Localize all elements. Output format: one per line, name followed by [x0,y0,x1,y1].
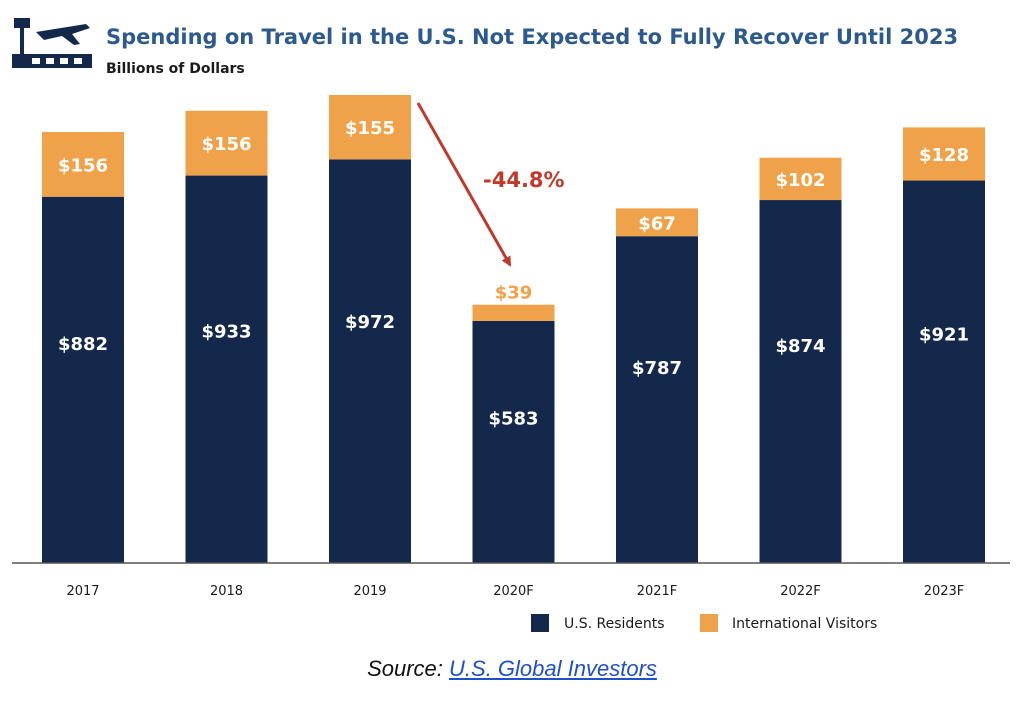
label-international-visitors-2018: $156 [201,134,251,155]
chart-subtitle: Billions of Dollars [106,61,245,77]
x-tick-2022F: 2022F [780,584,821,599]
label-us-residents-2021F: $787 [632,358,682,379]
bars-layer: $882 $156 $933 $156 $972 $155 $583 $39 $787 $67 $8… [42,95,985,563]
label-us-residents-2023F: $921 [919,325,969,346]
label-international-visitors-2022F: $102 [775,170,825,191]
source-link[interactable]: U.S. Global Investors [449,656,657,681]
label-international-visitors-2020F: $39 [495,283,533,304]
bar-us-residents-2022F [759,200,842,563]
bar-international-visitors-2021F [616,208,698,237]
label-international-visitors-2017: $156 [58,155,108,176]
legend-swatch-us-residents [531,614,549,632]
bar-international-visitors-2018 [185,110,268,176]
x-tick-2017: 2017 [66,584,99,599]
bar-us-residents-2020F [472,320,555,563]
bar-international-visitors-2022F [759,157,842,201]
bar-international-visitors-2017 [42,131,124,197]
label-us-residents-2019: $972 [345,312,395,333]
legend: U.S. Residents International Visitors [531,614,877,632]
chart-title: Spending on Travel in the U.S. Not Expec… [106,25,958,49]
source-prefix: Source: [367,656,443,681]
legend-label-us-residents: U.S. Residents [564,616,665,632]
bar-international-visitors-2023F [903,127,985,181]
bar-international-visitors-2019 [329,95,411,160]
label-us-residents-2022F: $874 [775,336,825,357]
airport-icon [12,18,92,68]
x-tick-2023F: 2023F [924,584,965,599]
label-international-visitors-2019: $155 [345,118,395,139]
ticks-layer: 2017 2018 2019 2020F 2021F 2022F 2023F [66,584,964,599]
bar-us-residents-2018 [185,175,268,563]
bar-us-residents-2019 [329,159,411,563]
bar-international-visitors-2020F [472,304,555,321]
label-us-residents-2018: $933 [201,322,251,343]
x-tick-2021F: 2021F [637,584,678,599]
decline-annotation: -44.8% [483,168,565,192]
bar-us-residents-2023F [903,180,985,563]
decline-arrow [416,102,512,267]
label-international-visitors-2023F: $128 [919,145,969,166]
x-tick-2018: 2018 [210,584,243,599]
label-international-visitors-2021F: $67 [638,213,676,234]
label-us-residents-2020F: $583 [488,409,538,430]
bar-us-residents-2021F [616,236,698,563]
x-tick-2019: 2019 [353,584,386,599]
bar-us-residents-2017 [42,196,124,563]
legend-label-international-visitors: International Visitors [732,616,877,632]
source-line: Source: U.S. Global Investors [0,656,1024,682]
legend-swatch-international-visitors [700,614,718,632]
x-tick-2020F: 2020F [493,584,534,599]
label-us-residents-2017: $882 [58,334,108,355]
